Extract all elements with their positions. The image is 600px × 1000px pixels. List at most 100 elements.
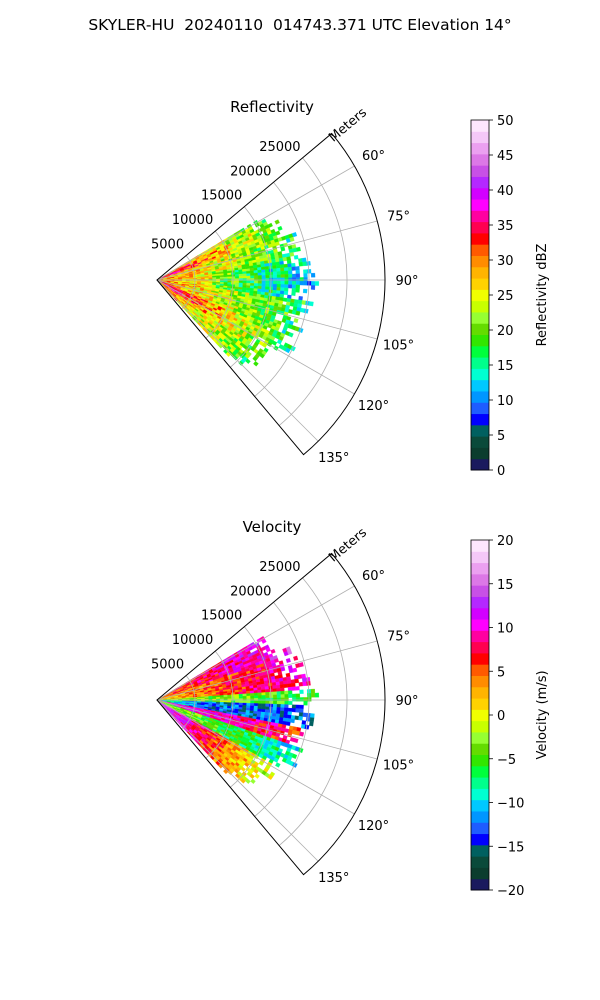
data-cell xyxy=(291,708,296,713)
colorbar-tick-label: 15 xyxy=(497,359,514,374)
azimuth-tick-label: 135° xyxy=(318,451,349,466)
data-cell xyxy=(280,704,285,708)
colorbar-segment xyxy=(471,878,489,891)
range-tick-label: 5000 xyxy=(151,658,184,673)
data-cell xyxy=(287,686,293,691)
data-cell xyxy=(253,692,259,696)
data-cell xyxy=(216,280,221,283)
data-cell xyxy=(280,287,285,292)
range-grid-arc xyxy=(230,206,272,368)
data-cell xyxy=(238,702,243,706)
colorbar-segment xyxy=(471,777,489,789)
colorbar-tick-label: 20 xyxy=(497,324,514,339)
data-cell xyxy=(276,684,281,689)
data-cell xyxy=(279,680,284,686)
data-cell xyxy=(295,697,301,702)
colorbar-segment xyxy=(471,165,489,177)
azimuth-grid-line xyxy=(156,220,378,281)
azimuth-tick-label: 75° xyxy=(387,629,410,644)
data-cell xyxy=(280,284,285,288)
data-cell xyxy=(265,269,270,273)
data-cell xyxy=(246,690,251,694)
data-cell xyxy=(276,290,281,295)
data-cell xyxy=(261,703,266,707)
data-cell xyxy=(264,266,270,270)
data-cell xyxy=(294,715,300,721)
data-cell xyxy=(298,712,304,717)
data-cell xyxy=(219,275,224,278)
colorbar-tick-label: 50 xyxy=(497,114,514,129)
data-cell xyxy=(284,270,289,275)
colorbar-segment xyxy=(471,585,489,597)
panel-title: Reflectivity xyxy=(230,98,314,116)
data-cell xyxy=(283,267,289,272)
data-cell xyxy=(265,689,270,693)
data-cell xyxy=(295,269,300,275)
data-cell xyxy=(284,707,289,712)
range-grid-arc xyxy=(205,230,234,339)
data-cell xyxy=(283,714,288,719)
data-cell xyxy=(257,275,263,279)
data-cell xyxy=(257,286,262,290)
colorbar-tick-label: −10 xyxy=(497,797,524,812)
colorbar-tick-label: 0 xyxy=(497,709,505,724)
colorbar-tick-label: 5 xyxy=(497,665,505,680)
data-cell xyxy=(280,246,286,252)
data-cell xyxy=(249,690,255,694)
range-grid-arc xyxy=(230,626,272,788)
data-cell xyxy=(284,274,289,278)
data-cell xyxy=(242,278,247,281)
data-cell xyxy=(273,274,278,279)
data-cell xyxy=(265,706,270,710)
azimuth-grid-line xyxy=(156,699,378,760)
data-cell xyxy=(273,697,278,702)
data-cell xyxy=(265,274,270,279)
panel-title: Velocity xyxy=(243,518,302,536)
data-cell xyxy=(219,280,225,283)
data-cell xyxy=(276,710,281,715)
range-tick-label: 10000 xyxy=(172,213,213,228)
data-cell xyxy=(280,277,285,282)
data-cell xyxy=(291,266,296,271)
colorbar-label: Reflectivity dBZ xyxy=(535,244,550,347)
range-grid-arc xyxy=(278,157,348,426)
azimuth-tick-label: 60° xyxy=(362,569,385,584)
data-cell xyxy=(258,760,264,766)
colorbar-segment xyxy=(471,641,489,654)
data-cell xyxy=(219,695,224,698)
azimuth-grid-line xyxy=(156,165,355,281)
data-cell xyxy=(273,694,278,699)
data-cell xyxy=(242,273,247,277)
colorbar-segment xyxy=(471,323,489,336)
colorbar-segment xyxy=(471,300,489,313)
data-cell xyxy=(257,278,263,282)
data-cell xyxy=(292,281,297,286)
data-cell xyxy=(223,696,228,699)
data-cell xyxy=(227,276,232,279)
data-cell xyxy=(257,695,263,699)
data-cell xyxy=(246,273,251,277)
data-cell xyxy=(292,697,297,702)
data-cell xyxy=(310,692,316,698)
data-cell xyxy=(303,277,308,282)
data-cell xyxy=(284,287,289,292)
data-cell xyxy=(284,280,289,285)
azimuth-tick-label: 135° xyxy=(318,871,349,886)
data-cell xyxy=(234,274,240,277)
data-cell xyxy=(310,285,316,290)
data-cell xyxy=(250,275,255,279)
azimuth-grid-line xyxy=(156,699,319,862)
data-cell xyxy=(254,698,259,702)
colorbar-segment xyxy=(471,390,489,403)
colorbar-segment xyxy=(471,698,489,710)
data-cell xyxy=(238,700,244,704)
data-cell xyxy=(261,700,266,704)
data-cell xyxy=(254,280,259,284)
data-cell xyxy=(234,702,240,706)
colorbar-segment xyxy=(471,630,489,643)
data-cell xyxy=(284,704,289,709)
data-cell xyxy=(265,692,270,696)
data-cell xyxy=(254,275,259,279)
data-cell xyxy=(288,270,293,275)
range-tick-label: 5000 xyxy=(151,238,184,253)
